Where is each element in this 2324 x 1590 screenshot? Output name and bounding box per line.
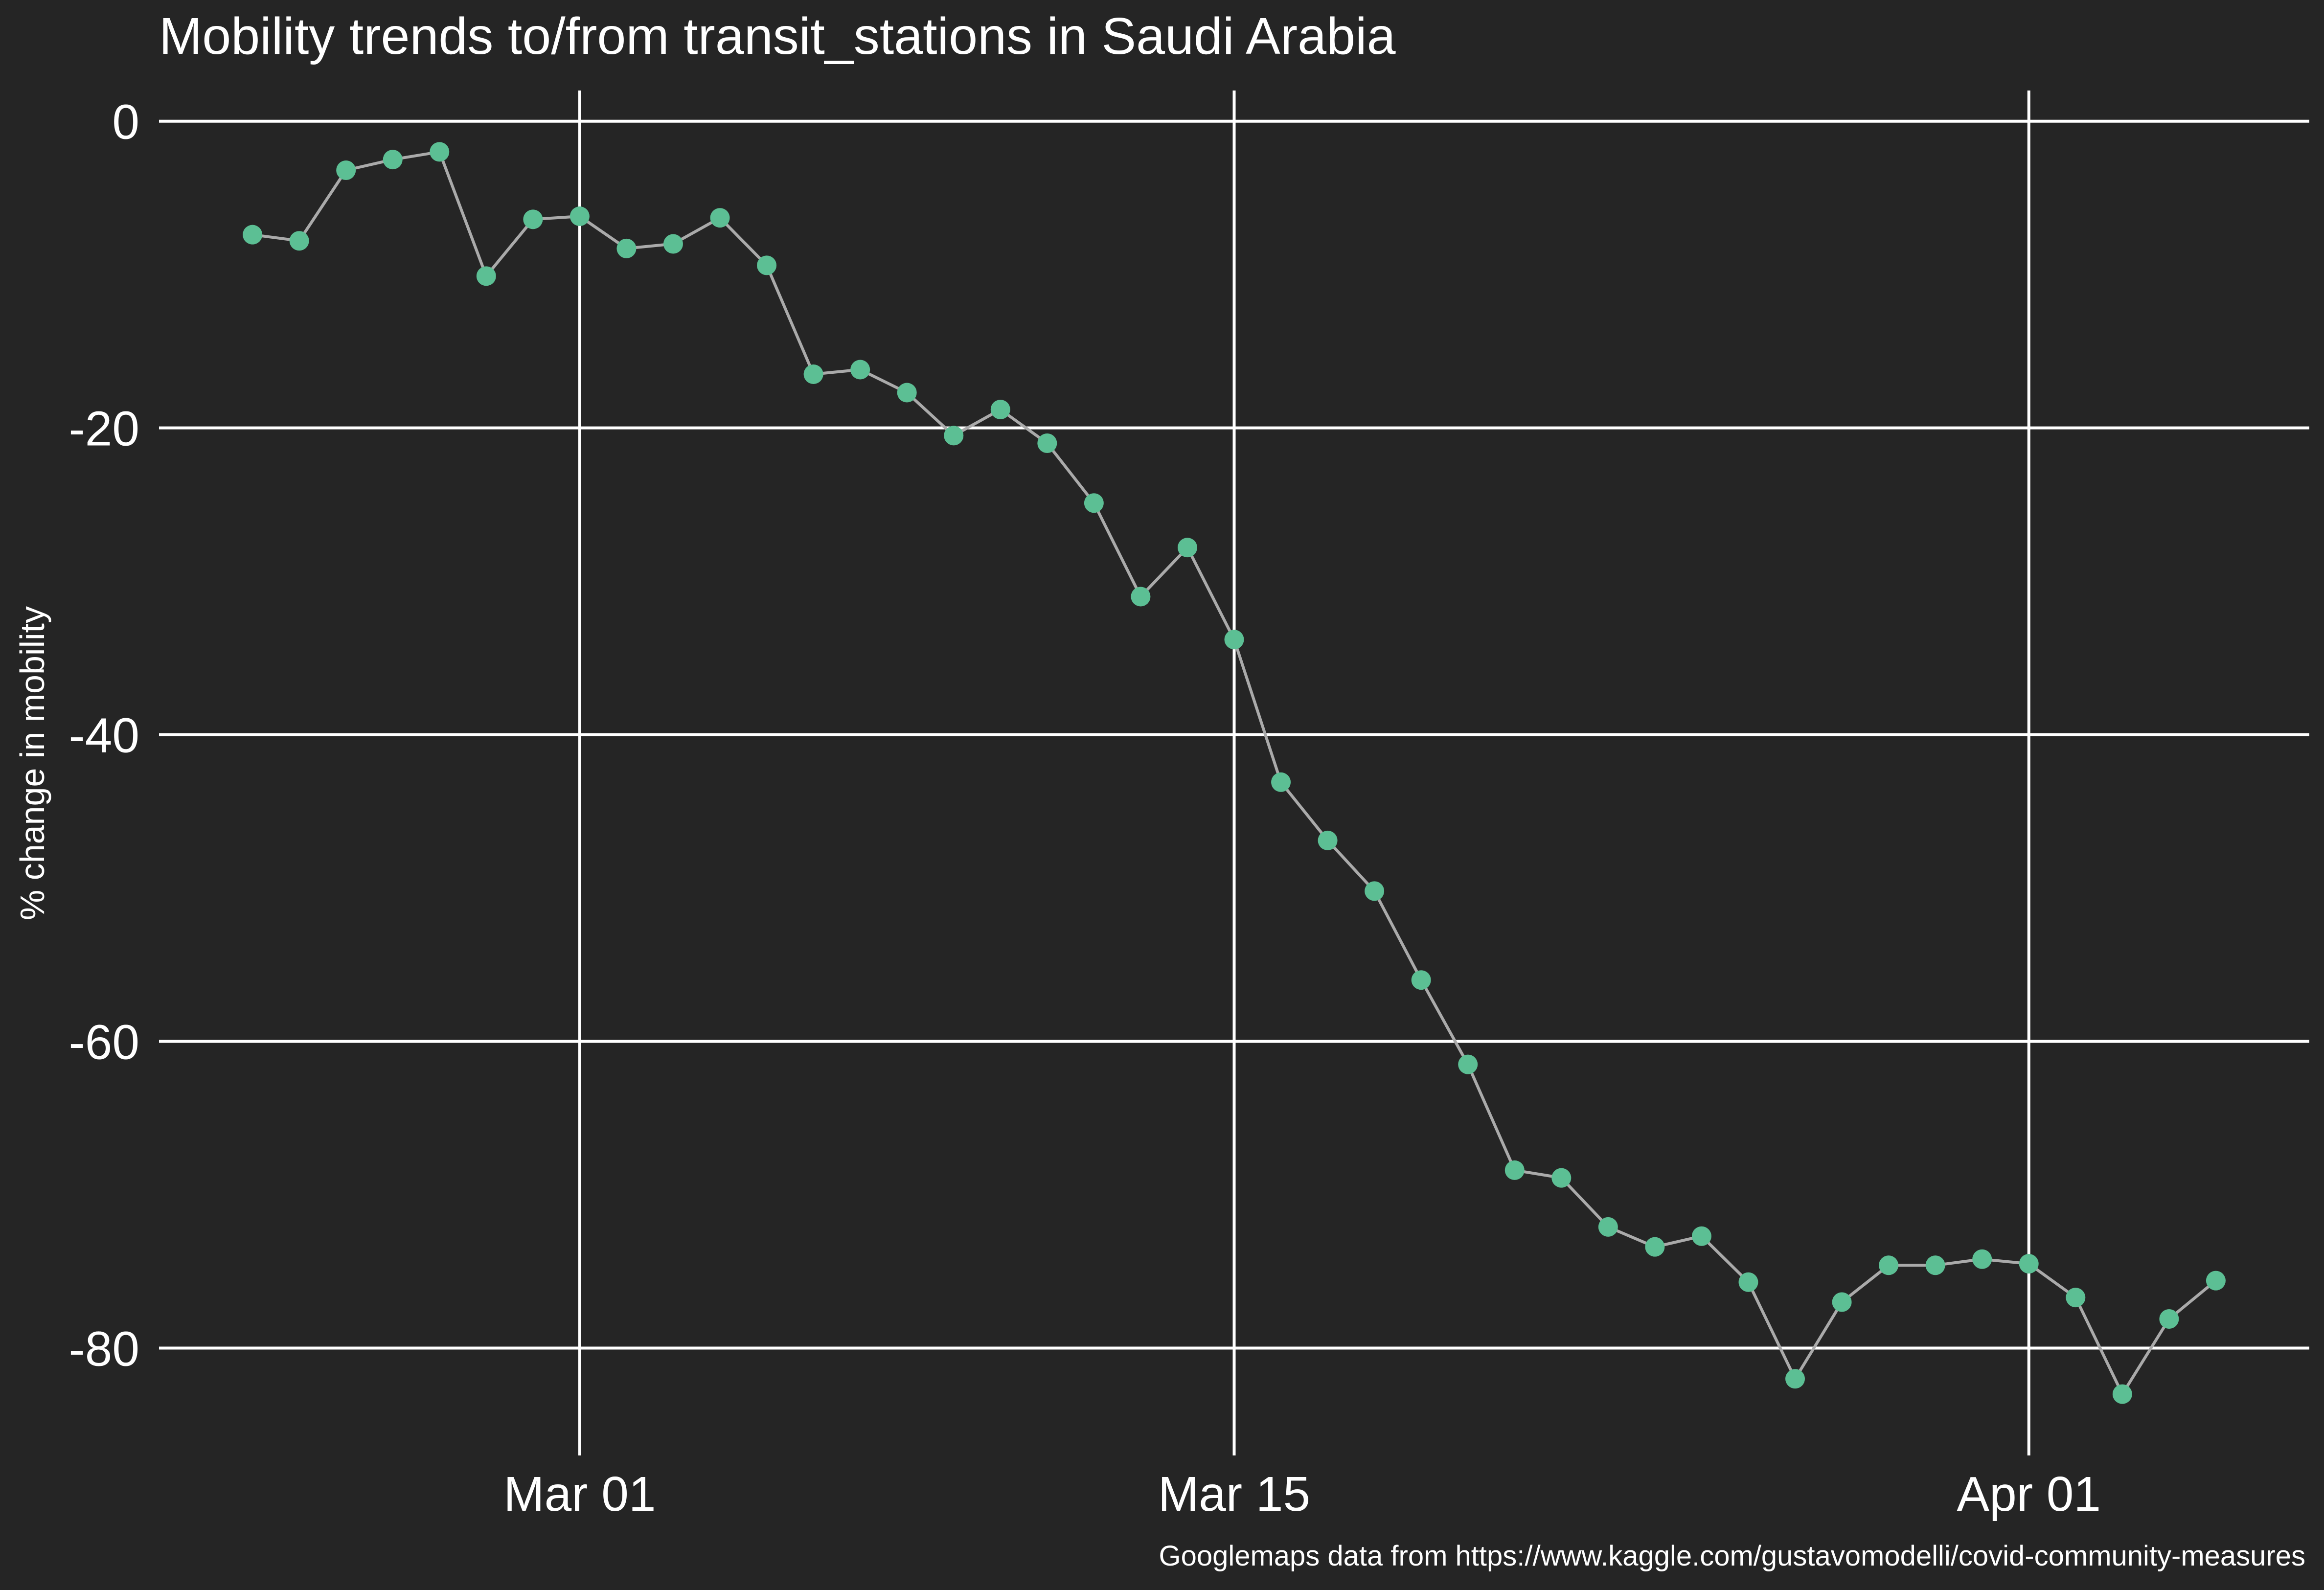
grid-layer [159, 91, 2309, 1455]
data-point [2019, 1254, 2039, 1274]
data-point [1271, 772, 1291, 792]
x-tick-label: Mar 01 [503, 1467, 656, 1522]
data-point [803, 364, 823, 384]
data-point [1598, 1217, 1618, 1237]
y-tick-label: -60 [68, 1015, 139, 1070]
data-point [2159, 1309, 2179, 1329]
y-tick-label: -20 [68, 402, 139, 456]
y-tick-label: -80 [68, 1322, 139, 1377]
data-point [1084, 493, 1104, 513]
y-tick-label: -40 [68, 708, 139, 763]
chart-caption: Googlemaps data from https://www.kaggle.… [1159, 1540, 2305, 1572]
chart-title: Mobility trends to/from transit_stations… [159, 7, 1396, 65]
data-point [1925, 1255, 1945, 1275]
data-point [1738, 1272, 1758, 1292]
data-point [476, 266, 496, 286]
data-point [2206, 1271, 2226, 1291]
data-point [1691, 1226, 1711, 1246]
x-tick-label: Apr 01 [1957, 1467, 2101, 1522]
data-point [616, 238, 637, 258]
data-point [710, 208, 730, 228]
data-point [850, 360, 870, 380]
data-point [1365, 881, 1385, 901]
data-point [1411, 970, 1431, 990]
data-points [243, 142, 2226, 1404]
y-tick-label: 0 [112, 95, 139, 150]
data-point [1224, 630, 1244, 650]
data-point [1037, 433, 1057, 454]
data-point [1645, 1237, 1665, 1257]
data-point [1131, 587, 1151, 607]
data-point [1972, 1249, 1992, 1269]
data-point [2066, 1288, 2086, 1308]
data-point [1504, 1160, 1525, 1180]
data-point [1832, 1292, 1852, 1312]
data-point [944, 426, 964, 446]
data-point [289, 231, 309, 251]
data-point [336, 160, 356, 181]
data-point [1318, 830, 1338, 850]
data-point [383, 150, 403, 170]
x-tick-labels: Mar 01 Mar 15 Apr 01 [503, 1467, 2101, 1522]
data-point [243, 225, 263, 245]
data-point [663, 234, 683, 254]
data-point [1785, 1369, 1805, 1389]
data-point [570, 206, 590, 227]
data-point [897, 383, 917, 403]
data-point [1458, 1054, 1478, 1074]
x-tick-label: Mar 15 [1158, 1467, 1310, 1522]
data-point [430, 142, 450, 162]
data-point [1879, 1255, 1899, 1275]
data-point [1551, 1168, 1572, 1188]
data-point [990, 400, 1010, 420]
data-point [523, 209, 543, 229]
y-axis-label: % change in mobility [13, 606, 51, 920]
y-tick-labels: 0 -20 -40 -60 -80 [68, 95, 139, 1377]
data-point [757, 255, 777, 275]
data-point [1177, 538, 1197, 558]
data-point [2112, 1384, 2132, 1404]
